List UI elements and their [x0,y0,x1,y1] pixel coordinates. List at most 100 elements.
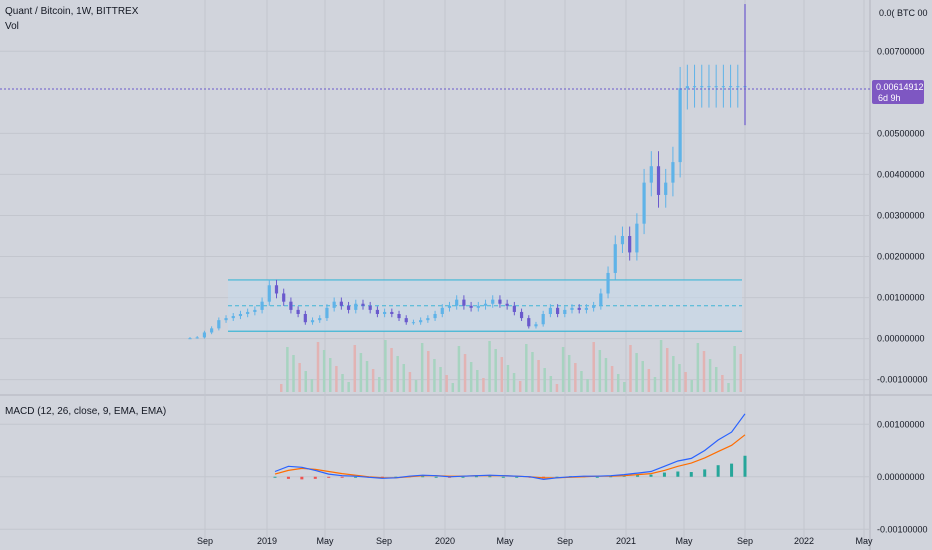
volume-bar [531,352,534,392]
candle-body [613,244,617,273]
volume-bar [463,354,467,392]
volume-bar [371,369,375,392]
candle-body [656,166,661,195]
macd-histogram-bar [743,455,747,477]
macd-histogram-bar [286,476,290,479]
volume-label: Vol [5,21,19,32]
candle-body [620,236,625,245]
volume-bar [298,363,301,392]
volume-bar [488,341,491,392]
candle-body [310,320,315,323]
volume-bar [329,358,332,392]
time-tick-label: 2021 [616,536,636,546]
candle-body [195,337,199,339]
volume-bar [494,349,497,392]
volume-bar [304,371,308,392]
macd-histogram-bar [730,463,734,477]
volume-bar [567,355,571,392]
volume-bar [574,363,577,392]
volume-bar [714,367,718,392]
candle-body [253,309,257,312]
candle-body [736,86,740,88]
volume-bar [439,367,442,392]
volume-bar [518,381,522,392]
macd-histogram-bar [327,476,331,478]
volume-bar [598,350,602,392]
candle-body [274,285,279,294]
candle-body [692,86,697,88]
volume-bar [506,365,510,392]
candle-body [469,305,473,308]
volume-bar [616,374,620,392]
macd-histogram-bar [636,475,640,477]
volume-bar [696,343,700,392]
volume-bar [512,373,516,392]
price-tag[interactable] [872,80,924,104]
candle-body [303,314,307,323]
price-candles [188,4,747,340]
volume-bar [708,359,712,392]
candle-body [664,182,668,195]
candle-body [339,301,343,306]
price-tick-label: 0.00700000 [877,46,925,56]
volume-bar [420,343,424,392]
volume-bar [659,340,663,392]
candle-body [728,86,733,88]
candle-body [411,322,416,324]
candle-body [555,307,560,314]
volume-bar [635,353,638,392]
time-tick-label: Sep [557,536,573,546]
volume-bar [580,371,583,392]
candle-body [383,311,387,314]
candle-body [563,309,567,314]
candle-body [462,299,466,306]
volume-bar [727,383,730,392]
volume-bar [549,376,553,392]
macd-histogram-bar [501,476,505,478]
candle-body [519,311,524,319]
candle-body [210,328,214,333]
time-tick-label: May [316,536,334,546]
candle-body [318,318,322,321]
candle-body [368,305,372,310]
volume-bar [543,368,546,392]
axes: 0.00700000 0.00500000 0.00400000 0.00300000… [197,46,928,546]
time-tick-label: Sep [376,536,392,546]
macd-histogram-bar [689,472,693,477]
macd-histogram-bar [515,476,519,478]
price-tick-label: 0.00400000 [877,169,925,179]
top-axis-label: 0.0( BTC 00 [879,8,928,18]
price-tag-value: 0.00614912 [876,82,924,92]
candle-body [260,301,264,310]
candle-body [476,305,480,308]
candle-body [289,301,293,310]
candle-body [606,272,610,294]
macd-histogram-bar [662,472,666,477]
macd-tick-label: -0.00100000 [877,524,928,534]
time-tick-label: May [675,536,693,546]
candle-body [505,303,509,306]
macd-histogram-bar [421,476,425,478]
candle-body [440,307,444,314]
volume-bar [310,379,314,392]
volume-bar [653,377,657,392]
macd-histogram-bar [354,476,358,478]
candle-body [527,318,531,327]
volume-bar [433,359,436,392]
candle-body [498,299,502,304]
candle-body [512,305,516,312]
volume-bar [390,348,393,392]
price-tag-countdown: 6d 9h [878,93,901,103]
volume-bar [396,356,399,392]
candle-body [455,299,459,306]
candle-body [202,332,207,338]
volume-bar [408,372,412,392]
volume-bar [322,350,326,392]
candle-body [570,307,574,310]
volume-bar [292,355,295,392]
volume-bar [690,380,693,392]
volume-bars [280,340,742,392]
price-tick-label: 0.00200000 [877,252,925,262]
